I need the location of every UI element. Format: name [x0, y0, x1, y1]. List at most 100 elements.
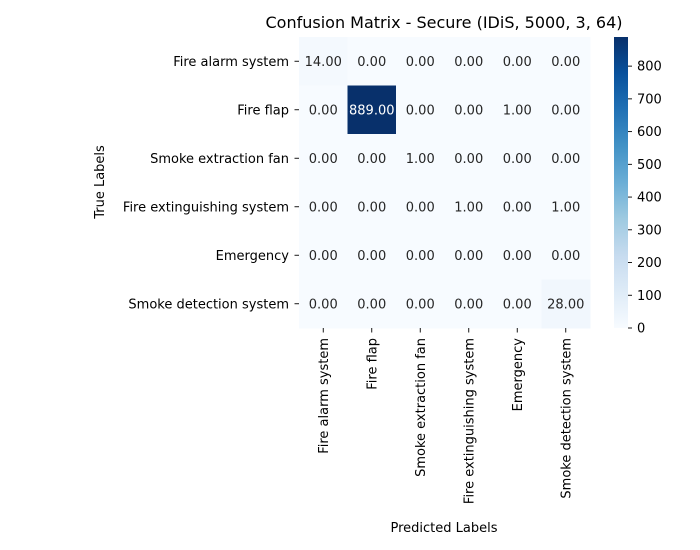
- cell-value-label: 14.00: [305, 55, 342, 70]
- colorbar-ticks: 0 100 200 300 400 500 600 700 800: [628, 60, 662, 337]
- colorbar-tick-label: 200: [637, 256, 662, 271]
- y-tick-label: Fire alarm system: [173, 55, 289, 70]
- cell-value-label: 1.00: [503, 103, 532, 118]
- x-tick-label: Emergency: [511, 338, 526, 412]
- heatmap-cell: [396, 279, 445, 329]
- heatmap-cell: [493, 85, 542, 135]
- heatmap-cell: [299, 134, 348, 183]
- x-tick-label: Smoke extraction fan: [414, 338, 429, 477]
- cell-value-label: 28.00: [547, 297, 584, 312]
- heatmap-cell: [347, 37, 397, 86]
- cell-value-label: 889.00: [349, 103, 395, 118]
- chart-title: Confusion Matrix - Secure (IDiS, 5000, 3…: [266, 13, 623, 32]
- heatmap-cell: [299, 182, 348, 232]
- heatmap-cell: [347, 231, 397, 280]
- cell-value-label: 0.00: [357, 200, 386, 215]
- heatmap-cell: [541, 182, 591, 232]
- cell-value-label: 0.00: [454, 297, 483, 312]
- cell-value-label: 0.00: [503, 152, 532, 167]
- heatmap-cell: [347, 85, 397, 135]
- colorbar: 0 100 200 300 400 500 600 700 800: [614, 37, 662, 337]
- y-tick-label: Smoke detection system: [128, 297, 289, 312]
- colorbar-gradient: [614, 37, 628, 328]
- cell-value-label: 0.00: [454, 152, 483, 167]
- x-tick-label: Fire alarm system: [317, 338, 332, 454]
- y-axis-label: True Labels: [93, 145, 108, 220]
- cell-value-label: 1.00: [454, 200, 483, 215]
- y-axis: Fire alarm system Fire flap Smoke extracti…: [123, 55, 299, 312]
- cell-value-label: 0.00: [503, 55, 532, 70]
- cell-value-label: 0.00: [357, 152, 386, 167]
- heatmap-cell: [541, 85, 591, 135]
- y-tick-label: Fire extinguishing system: [123, 200, 289, 215]
- heatmap-cell: [396, 85, 445, 135]
- heatmap-cell: [444, 37, 494, 86]
- heatmap-cell: [347, 134, 397, 183]
- heatmap-cell: [541, 231, 591, 280]
- cell-value-label: 0.00: [309, 297, 338, 312]
- heatmap-cell: [444, 279, 494, 329]
- colorbar-tick-label: 700: [637, 92, 662, 107]
- colorbar-tick-label: 600: [637, 125, 662, 140]
- heatmap-cell: [444, 85, 494, 135]
- cell-value-label: 0.00: [551, 249, 580, 264]
- cell-value-label: 0.00: [454, 249, 483, 264]
- cell-value-label: 0.00: [357, 297, 386, 312]
- cell-value-label: 0.00: [503, 249, 532, 264]
- cell-value-label: 0.00: [309, 103, 338, 118]
- heatmap-cell: [347, 279, 397, 329]
- heatmap-cell-labels: 14.00 0.00 0.00 0.00 0.00 0.00 0.00 889.00 0.00 0…: [305, 55, 585, 313]
- x-axis-label: Predicted Labels: [390, 521, 497, 536]
- heatmap-cell: [444, 134, 494, 183]
- heatmap-cell: [299, 231, 348, 280]
- heatmap-cell: [541, 279, 591, 329]
- colorbar-tick-label: 0: [637, 322, 645, 337]
- heatmap-cell: [299, 37, 348, 86]
- heatmap-cell: [444, 182, 494, 232]
- x-tick-label: Fire flap: [365, 338, 380, 390]
- x-tick-label: Smoke detection system: [559, 338, 574, 499]
- x-axis: Fire alarm system Fire flap Smoke extracti…: [317, 328, 574, 504]
- cell-value-label: 0.00: [406, 297, 435, 312]
- heatmap-cell: [347, 182, 397, 232]
- cell-value-label: 0.00: [309, 249, 338, 264]
- heatmap-cell: [396, 231, 445, 280]
- y-tick-label: Fire flap: [237, 103, 289, 118]
- colorbar-tick-label: 400: [637, 191, 662, 206]
- x-tick-label: Fire extinguishing system: [462, 338, 477, 504]
- heatmap-cell: [541, 134, 591, 183]
- heatmap-cell: [299, 85, 348, 135]
- heatmap-cells: [299, 37, 591, 329]
- cell-value-label: 0.00: [406, 55, 435, 70]
- heatmap-cell: [541, 37, 591, 86]
- colorbar-tick-label: 100: [637, 289, 662, 304]
- y-tick-label: Smoke extraction fan: [150, 152, 289, 167]
- cell-value-label: 0.00: [454, 103, 483, 118]
- heatmap-cell: [493, 134, 542, 183]
- cell-value-label: 0.00: [406, 249, 435, 264]
- cell-value-label: 0.00: [309, 152, 338, 167]
- y-tick-label: Emergency: [216, 249, 290, 264]
- cell-value-label: 0.00: [454, 55, 483, 70]
- cell-value-label: 0.00: [357, 55, 386, 70]
- cell-value-label: 1.00: [406, 152, 435, 167]
- cell-value-label: 0.00: [309, 200, 338, 215]
- colorbar-tick-label: 800: [637, 60, 662, 75]
- heatmap-cell: [299, 279, 348, 329]
- colorbar-tick-label: 500: [637, 158, 662, 173]
- cell-value-label: 0.00: [503, 200, 532, 215]
- cell-value-label: 0.00: [551, 103, 580, 118]
- cell-value-label: 0.00: [503, 297, 532, 312]
- heatmap-cell: [493, 182, 542, 232]
- heatmap-cell: [396, 134, 445, 183]
- cell-value-label: 0.00: [551, 55, 580, 70]
- cell-value-label: 0.00: [551, 152, 580, 167]
- cell-value-label: 1.00: [551, 200, 580, 215]
- cell-value-label: 0.00: [406, 200, 435, 215]
- colorbar-tick-label: 300: [637, 223, 662, 238]
- heatmap-cell: [396, 37, 445, 86]
- heatmap-cell: [396, 182, 445, 232]
- heatmap-cell: [493, 279, 542, 329]
- cell-value-label: 0.00: [406, 103, 435, 118]
